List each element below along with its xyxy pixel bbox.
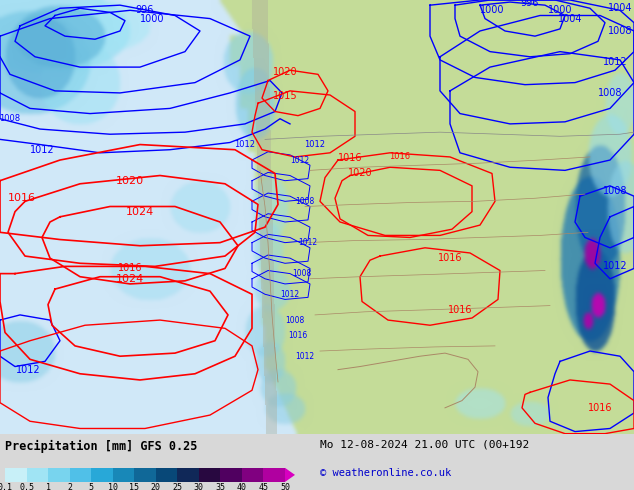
Text: 15: 15 bbox=[129, 483, 139, 490]
Text: 996: 996 bbox=[521, 0, 539, 8]
Text: 10: 10 bbox=[108, 483, 118, 490]
Text: 1024: 1024 bbox=[126, 207, 154, 217]
Text: 1008: 1008 bbox=[603, 186, 627, 196]
Bar bbox=[264, 468, 285, 482]
Text: 1008: 1008 bbox=[0, 114, 20, 123]
Text: 1: 1 bbox=[46, 483, 51, 490]
Bar bbox=[27, 468, 48, 482]
Text: 1012: 1012 bbox=[280, 290, 299, 299]
Text: 996: 996 bbox=[136, 5, 154, 15]
Text: 1008: 1008 bbox=[598, 88, 622, 98]
Text: 0.5: 0.5 bbox=[19, 483, 34, 490]
Text: 1000: 1000 bbox=[139, 14, 164, 24]
Text: 1016: 1016 bbox=[338, 153, 362, 163]
Text: 1012: 1012 bbox=[30, 145, 55, 155]
Text: 5: 5 bbox=[89, 483, 94, 490]
Bar bbox=[134, 468, 156, 482]
Text: 1020: 1020 bbox=[347, 169, 372, 178]
Text: 1012: 1012 bbox=[290, 155, 309, 165]
Text: 1008: 1008 bbox=[285, 316, 304, 324]
Text: 1004: 1004 bbox=[608, 3, 632, 13]
Text: 2: 2 bbox=[67, 483, 72, 490]
Text: 45: 45 bbox=[259, 483, 268, 490]
Text: 1000: 1000 bbox=[548, 5, 573, 15]
Bar bbox=[156, 468, 178, 482]
Text: 1008: 1008 bbox=[295, 197, 314, 206]
Bar bbox=[48, 468, 70, 482]
Text: 1012: 1012 bbox=[603, 57, 627, 67]
Bar bbox=[242, 468, 264, 482]
Text: 1015: 1015 bbox=[273, 91, 297, 101]
Text: 1016: 1016 bbox=[8, 193, 36, 203]
Text: 1004: 1004 bbox=[558, 14, 582, 24]
Text: Mo 12-08-2024 21.00 UTC (00+192: Mo 12-08-2024 21.00 UTC (00+192 bbox=[320, 440, 529, 450]
Text: 1012: 1012 bbox=[603, 261, 627, 271]
Text: 1016: 1016 bbox=[389, 152, 411, 161]
Bar bbox=[221, 468, 242, 482]
Text: 40: 40 bbox=[237, 483, 247, 490]
Bar bbox=[113, 468, 134, 482]
Bar bbox=[91, 468, 113, 482]
Text: 1012: 1012 bbox=[299, 238, 318, 247]
Text: 1008: 1008 bbox=[608, 26, 632, 36]
Polygon shape bbox=[285, 468, 295, 482]
Text: 20: 20 bbox=[151, 483, 161, 490]
Text: 1016: 1016 bbox=[437, 253, 462, 263]
Text: 1016: 1016 bbox=[588, 403, 612, 413]
Text: 50: 50 bbox=[280, 483, 290, 490]
Bar bbox=[178, 468, 199, 482]
Text: 1012: 1012 bbox=[295, 352, 314, 361]
Text: 1000: 1000 bbox=[480, 5, 504, 15]
Bar bbox=[199, 468, 221, 482]
Text: 1012: 1012 bbox=[235, 140, 256, 149]
Text: 1016: 1016 bbox=[288, 331, 307, 340]
Text: 30: 30 bbox=[194, 483, 204, 490]
Text: 1020: 1020 bbox=[273, 67, 297, 77]
Text: 1016: 1016 bbox=[448, 305, 472, 315]
Text: © weatheronline.co.uk: © weatheronline.co.uk bbox=[320, 468, 451, 478]
Text: 35: 35 bbox=[216, 483, 225, 490]
Text: 0.1: 0.1 bbox=[0, 483, 13, 490]
Text: 25: 25 bbox=[172, 483, 183, 490]
Text: Precipitation [mm] GFS 0.25: Precipitation [mm] GFS 0.25 bbox=[5, 440, 197, 453]
Text: 1012: 1012 bbox=[304, 140, 325, 149]
Text: 1012: 1012 bbox=[16, 365, 41, 375]
Text: 1016: 1016 bbox=[118, 264, 142, 273]
Bar bbox=[70, 468, 91, 482]
Text: 1024: 1024 bbox=[116, 274, 144, 284]
Bar bbox=[5, 468, 27, 482]
Text: 1008: 1008 bbox=[292, 269, 312, 278]
Text: 1020: 1020 bbox=[116, 176, 144, 186]
